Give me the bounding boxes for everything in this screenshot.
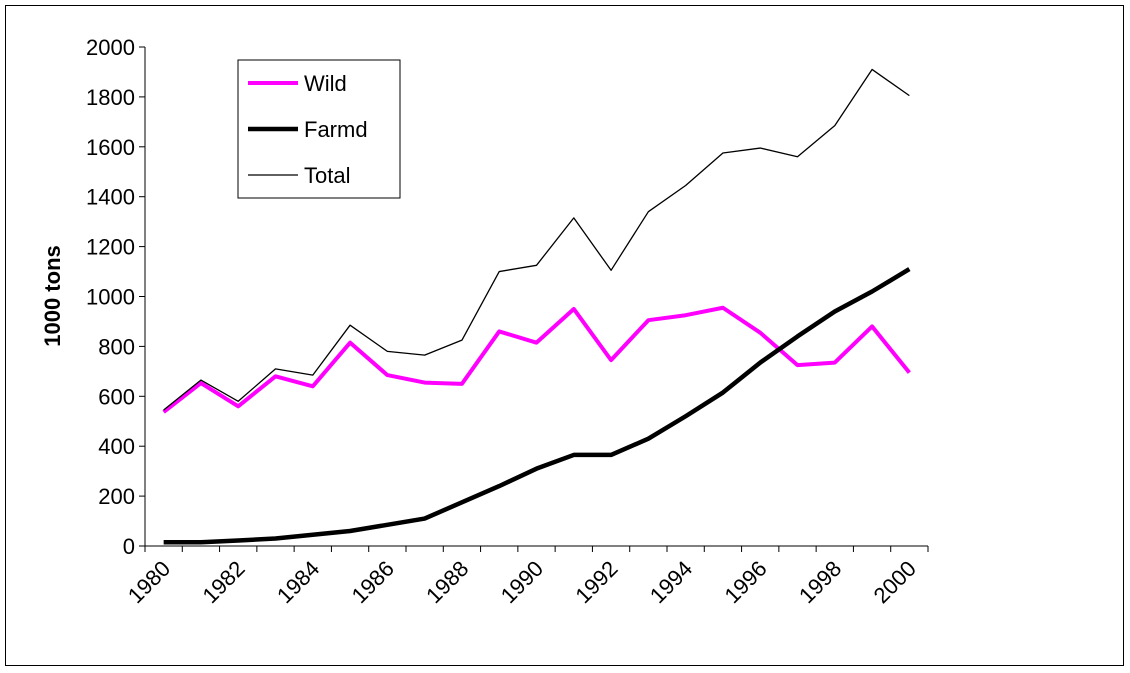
y-tick-label: 1000 [86, 285, 135, 310]
legend-label: Total [304, 163, 350, 188]
series-line [163, 68, 910, 411]
legend-label: Wild [304, 71, 347, 96]
series-line [163, 267, 911, 545]
y-tick-label: 1400 [86, 185, 135, 210]
y-tick-label: 400 [98, 434, 135, 459]
chart-border [5, 5, 1124, 666]
y-tick-label: 1600 [86, 135, 135, 160]
series-line [162, 305, 911, 414]
y-tick-label: 200 [98, 484, 135, 509]
y-tick-label: 0 [123, 534, 135, 559]
y-axis-label: 1000 tons [40, 245, 65, 347]
legend-label: Farmd [304, 117, 368, 142]
y-tick-label: 1800 [86, 85, 135, 110]
y-tick-label: 1200 [86, 235, 135, 260]
y-tick-label: 800 [98, 334, 135, 359]
y-tick-label: 600 [98, 384, 135, 409]
y-tick-label: 2000 [86, 35, 135, 60]
